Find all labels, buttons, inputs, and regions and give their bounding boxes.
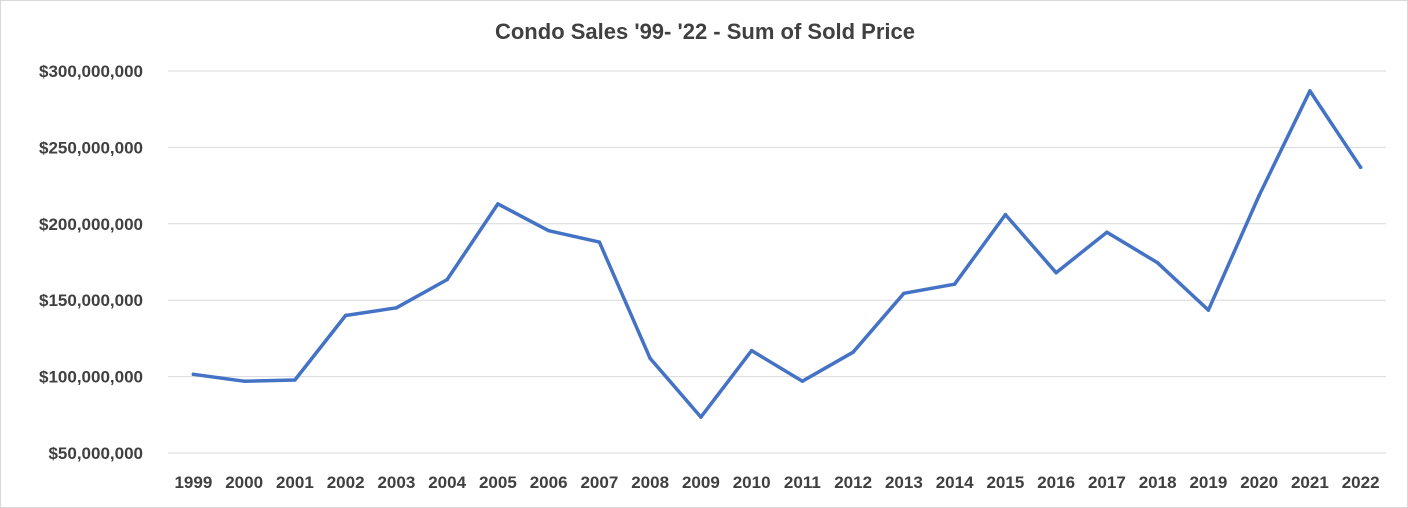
data-point (1155, 261, 1160, 265)
y-tick-label: $250,000,000 (39, 138, 143, 157)
series-line-sum-of-sold-price (191, 89, 1363, 419)
x-tick-label: 2011 (784, 473, 821, 492)
y-axis-tick-labels: $300,000,000 $250,000,000 $200,000,000 $150… (39, 62, 143, 463)
data-point (1308, 89, 1312, 93)
data-point (445, 277, 449, 282)
x-tick-label: 2018 (1139, 473, 1177, 492)
x-axis-tick-labels: 1999 2000 2001 2002 2003 2004 2005 2006 2007 2008… (174, 473, 1379, 492)
x-tick-label: 2010 (733, 473, 771, 492)
data-point (1054, 270, 1058, 275)
chart-title: Condo Sales '99- '22 - Sum of Sold Price (495, 19, 915, 44)
x-tick-label: 2003 (377, 473, 415, 492)
data-point (293, 378, 297, 382)
x-tick-label: 1999 (174, 473, 212, 492)
data-point (1105, 230, 1109, 234)
data-point (191, 372, 196, 377)
y-tick-label: $150,000,000 (39, 291, 143, 310)
y-tick-label: $50,000,000 (48, 444, 143, 463)
x-tick-label: 2016 (1037, 473, 1075, 492)
data-point (394, 306, 399, 310)
x-tick-label: 2000 (225, 473, 263, 492)
data-point (902, 291, 906, 296)
data-point (851, 350, 855, 354)
data-point (496, 202, 500, 206)
x-tick-label: 2008 (631, 473, 669, 492)
x-tick-label: 2013 (885, 473, 923, 492)
x-tick-label: 2001 (276, 473, 314, 492)
x-tick-label: 2014 (936, 473, 974, 492)
x-tick-label: 2007 (580, 473, 618, 492)
data-point (952, 282, 957, 286)
data-point (343, 313, 348, 318)
data-point (648, 356, 652, 361)
x-tick-label: 2017 (1088, 473, 1126, 492)
data-point (546, 228, 551, 233)
data-point (1206, 308, 1211, 312)
data-point (1358, 165, 1363, 170)
data-point (699, 415, 703, 419)
data-point (800, 379, 805, 383)
y-tick-label: $300,000,000 (39, 62, 143, 81)
y-tick-label: $100,000,000 (39, 368, 143, 387)
data-point (242, 379, 246, 383)
x-tick-label: 2005 (479, 473, 517, 492)
x-tick-label: 2012 (834, 473, 872, 492)
gridlines (168, 70, 1386, 454)
x-tick-label: 2015 (986, 473, 1024, 492)
data-point (749, 348, 754, 353)
x-tick-label: 2002 (327, 473, 365, 492)
data-point (1257, 193, 1261, 198)
x-tick-label: 2020 (1240, 473, 1278, 492)
series-layer (191, 89, 1363, 419)
data-point (597, 240, 602, 244)
x-tick-label: 2022 (1342, 473, 1380, 492)
x-tick-label: 2009 (682, 473, 720, 492)
x-tick-label: 2004 (428, 473, 466, 492)
x-tick-label: 2021 (1291, 473, 1329, 492)
y-tick-label: $200,000,000 (39, 215, 143, 234)
x-tick-label: 2006 (530, 473, 568, 492)
data-point (1003, 212, 1008, 217)
x-tick-label: 2019 (1189, 473, 1227, 492)
